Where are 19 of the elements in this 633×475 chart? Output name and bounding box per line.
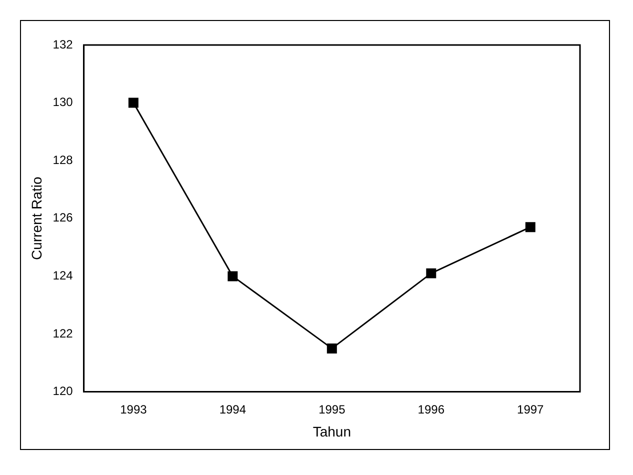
x-tick-label: 1996 [418,402,445,416]
x-tick-label: 1995 [318,402,346,416]
x-axis-title: Tahun [312,423,351,440]
y-tick-label: 130 [52,95,74,110]
y-tick-label: 124 [52,268,74,283]
point [525,222,536,232]
y-tick-label: 132 [52,37,74,52]
x-tick-label: 1997 [517,402,544,416]
x-tick-label: 1994 [219,402,246,416]
y-tick-label: 122 [52,326,74,340]
y-tick-label: 128 [52,152,74,167]
x-tick-label: 1993 [120,402,148,416]
point [426,268,436,278]
y-tick-label: 126 [52,210,74,225]
point [128,98,138,108]
point [326,343,337,354]
y-axis-title: Current Ratio [28,176,44,260]
y-tick-label: 120 [52,384,74,398]
point [228,271,238,282]
